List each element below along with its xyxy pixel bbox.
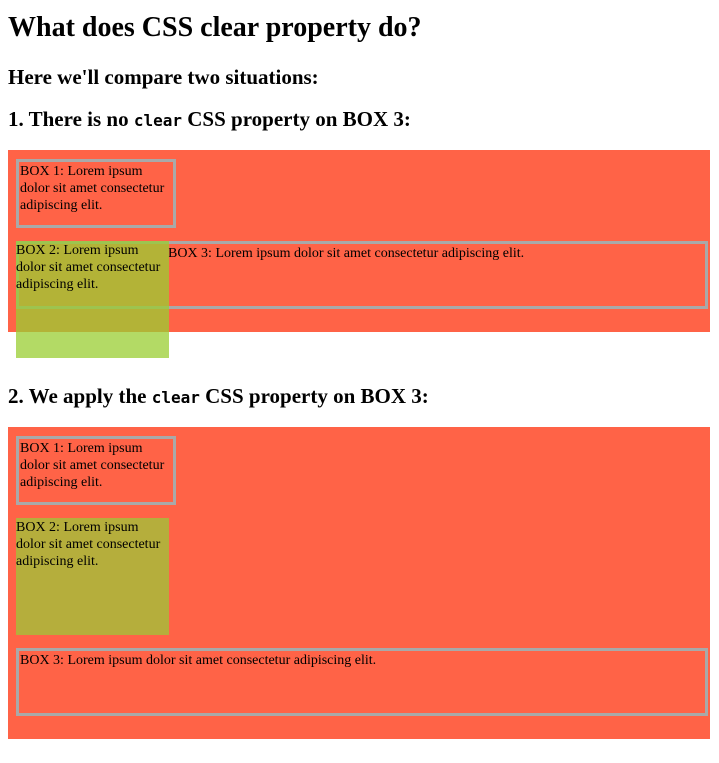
section1-heading: 1. There is no clear CSS property on BOX… [8,106,411,134]
section1-heading-code: clear [133,111,182,130]
section2-container: BOX 1: Lorem ipsum dolor sit amet consec… [8,427,710,739]
section1-container: BOX 1: Lorem ipsum dolor sit amet consec… [8,150,710,358]
section2-heading-pre: 2. We apply the [8,384,152,408]
section2-box1: BOX 1: Lorem ipsum dolor sit amet consec… [16,436,176,505]
section2-box2: BOX 2: Lorem ipsum dolor sit amet consec… [16,518,169,635]
section1-box3-text: BOX 3: Lorem ipsum dolor sit amet consec… [168,246,525,261]
section1-heading-post: CSS property on BOX 3: [182,107,411,131]
section2-heading-post: CSS property on BOX 3: [199,384,429,408]
section1-box1: BOX 1: Lorem ipsum dolor sit amet consec… [16,159,176,228]
page-title: What does CSS clear property do? [8,12,422,43]
section2-box3: BOX 3: Lorem ipsum dolor sit amet consec… [16,648,708,716]
section2-heading: 2. We apply the clear CSS property on BO… [8,383,429,411]
section2-box1-text: BOX 1: Lorem ipsum dolor sit amet consec… [20,441,165,490]
section2-heading-code: clear [151,388,200,407]
section2-box2-text: BOX 2: Lorem ipsum dolor sit amet consec… [16,520,161,569]
comparison-intro: Here we'll compare two situations: [8,65,319,89]
section1-box1-text: BOX 1: Lorem ipsum dolor sit amet consec… [20,164,165,213]
section1-box2-text: BOX 2: Lorem ipsum dolor sit amet consec… [16,243,161,292]
section2-box3-text: BOX 3: Lorem ipsum dolor sit amet consec… [20,653,377,668]
section1-heading-pre: 1. There is no [8,107,134,131]
section1-box2: BOX 2: Lorem ipsum dolor sit amet consec… [16,241,169,358]
